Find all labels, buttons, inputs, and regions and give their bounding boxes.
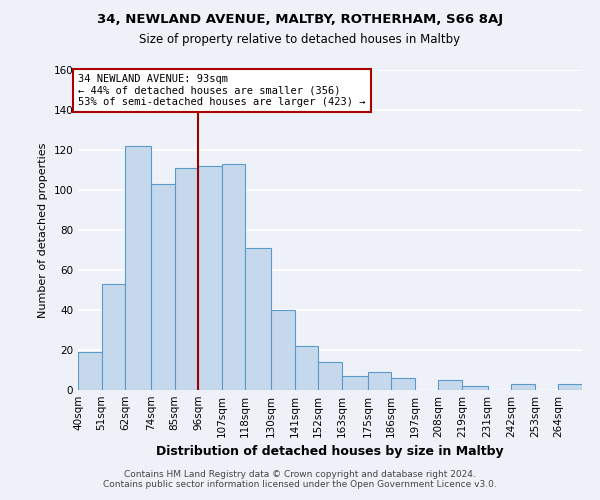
Bar (245, 248, 271, 390)
Bar (125, 146, 151, 390)
Bar (559, 384, 582, 390)
Bar (78, 352, 101, 390)
Bar (318, 362, 342, 390)
Bar (368, 372, 391, 390)
X-axis label: Distribution of detached houses by size in Maltby: Distribution of detached houses by size … (156, 446, 504, 458)
Bar (271, 310, 295, 390)
Text: Size of property relative to detached houses in Maltby: Size of property relative to detached ho… (139, 32, 461, 46)
Bar (101, 284, 125, 390)
Text: Contains HM Land Registry data © Crown copyright and database right 2024.
Contai: Contains HM Land Registry data © Crown c… (103, 470, 497, 489)
Bar (462, 386, 488, 390)
Bar (439, 380, 462, 390)
Bar (342, 376, 368, 390)
Bar (391, 378, 415, 390)
Bar (151, 184, 175, 390)
Text: 34, NEWLAND AVENUE, MALTBY, ROTHERHAM, S66 8AJ: 34, NEWLAND AVENUE, MALTBY, ROTHERHAM, S… (97, 12, 503, 26)
Bar (221, 164, 245, 390)
Bar (295, 346, 318, 390)
Y-axis label: Number of detached properties: Number of detached properties (38, 142, 48, 318)
Bar (511, 384, 535, 390)
Bar (198, 166, 221, 390)
Text: 34 NEWLAND AVENUE: 93sqm
← 44% of detached houses are smaller (356)
53% of semi-: 34 NEWLAND AVENUE: 93sqm ← 44% of detach… (78, 74, 365, 107)
Bar (175, 168, 198, 390)
